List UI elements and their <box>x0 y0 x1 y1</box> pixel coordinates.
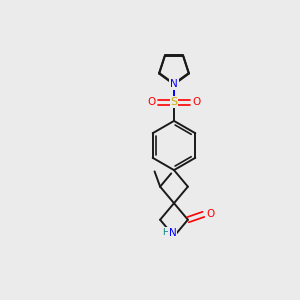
Text: O: O <box>206 209 214 219</box>
Text: N: N <box>170 79 178 89</box>
Text: H: H <box>162 228 169 237</box>
Text: S: S <box>170 97 178 107</box>
Text: O: O <box>148 97 156 107</box>
Text: O: O <box>192 97 200 107</box>
Text: N: N <box>169 228 176 238</box>
